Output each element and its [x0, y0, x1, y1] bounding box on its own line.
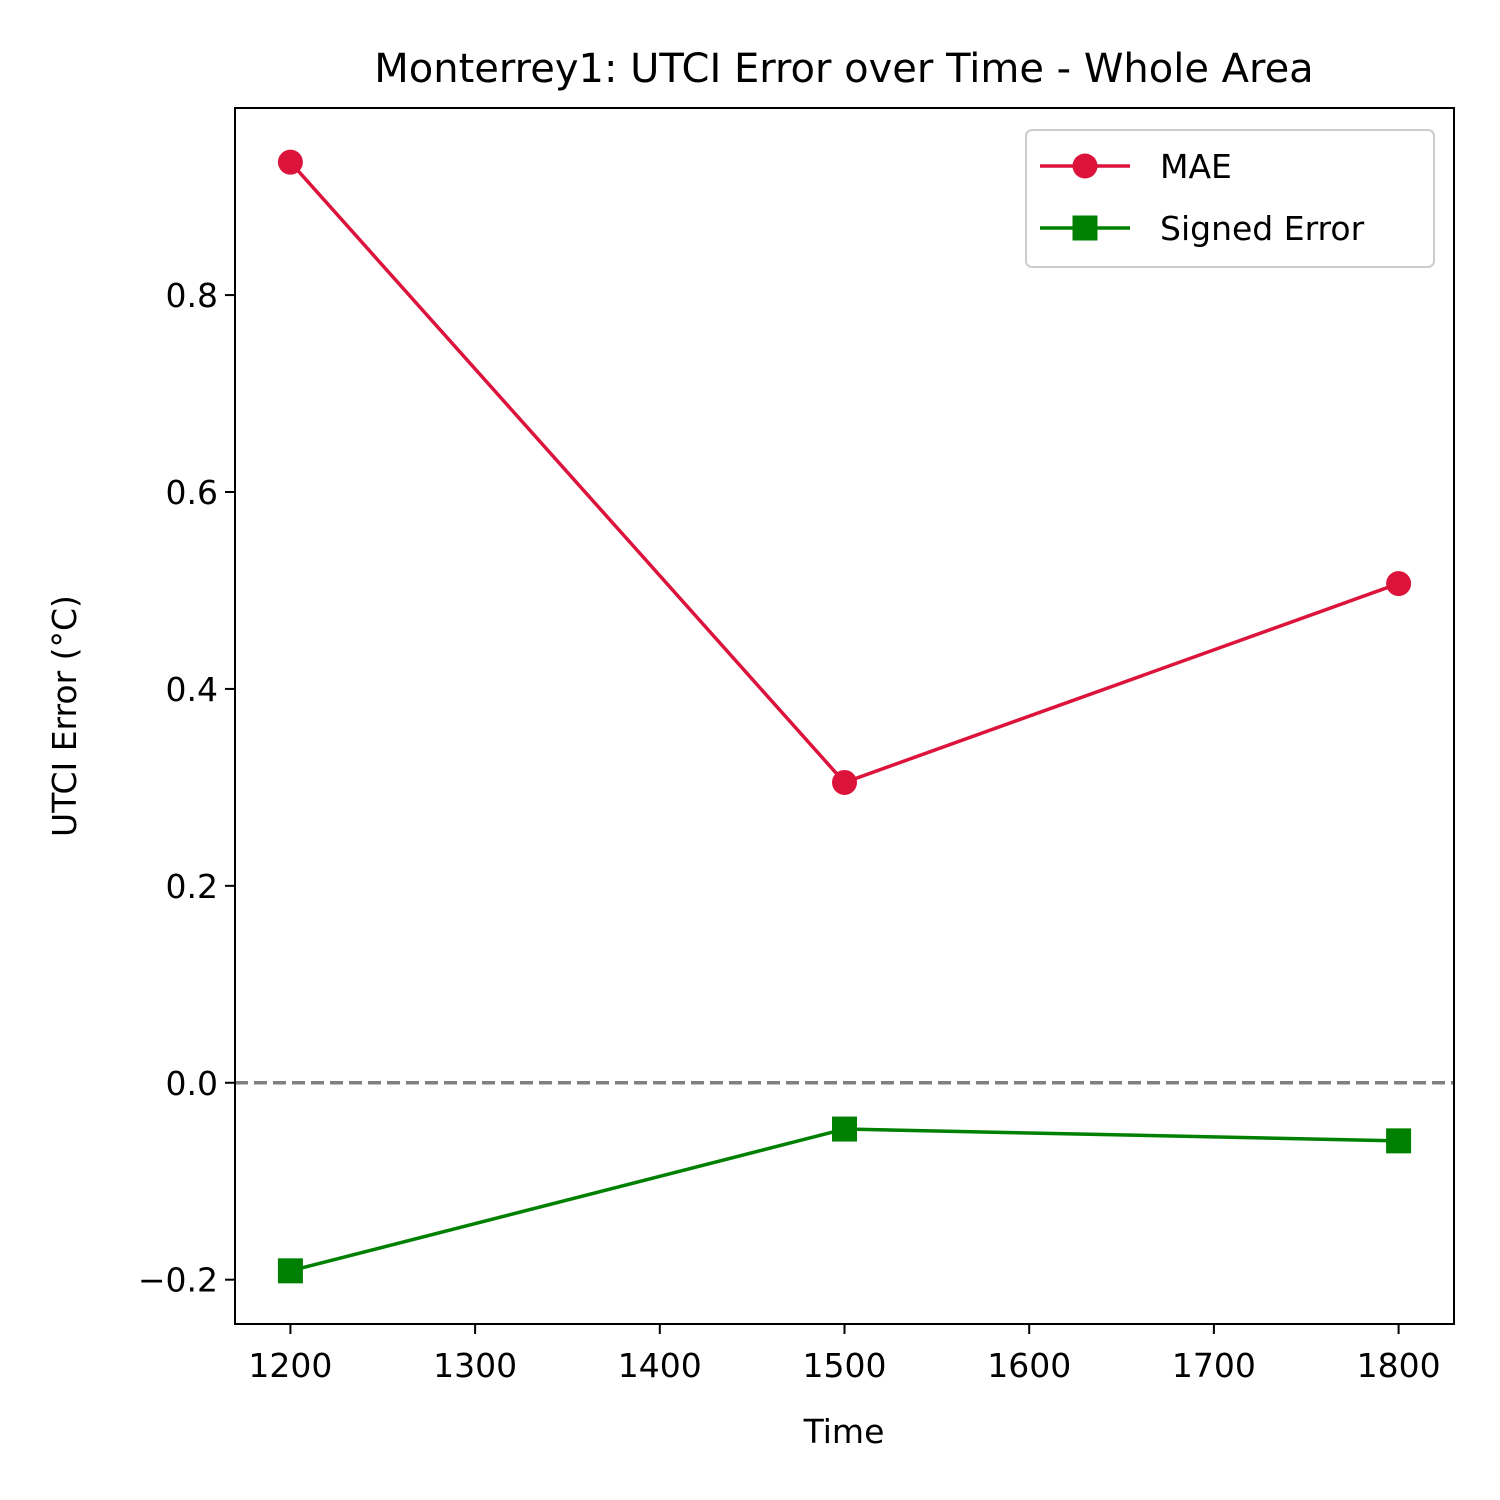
x-tick-label: 1700 [1172, 1346, 1256, 1385]
plot-area [235, 149, 1454, 1284]
x-tick-label: 1600 [987, 1346, 1071, 1385]
x-tick-label: 1300 [433, 1346, 517, 1385]
x-tick-label: 1200 [248, 1346, 332, 1385]
data-point-signed-error [277, 1258, 303, 1284]
y-tick-label: 0.4 [166, 670, 218, 709]
chart-title: Monterrey1: UTCI Error over Time - Whole… [374, 46, 1313, 92]
y-tick-label: 0.8 [166, 276, 218, 315]
y-axis-label: UTCI Error (°C) [45, 595, 84, 837]
data-point-mae [1386, 571, 1412, 597]
data-point-signed-error [1386, 1128, 1412, 1154]
y-tick-label: −0.2 [138, 1261, 218, 1300]
legend-label-mae: MAE [1160, 147, 1232, 186]
x-tick-label: 1800 [1357, 1346, 1441, 1385]
x-axis-label: Time [803, 1412, 885, 1451]
y-tick-label: 0.0 [166, 1064, 218, 1103]
legend-marker-signed-error [1072, 215, 1098, 241]
data-point-mae [832, 769, 857, 795]
legend-marker-mae [1072, 153, 1098, 179]
x-tick-label: 1400 [618, 1346, 702, 1385]
legend: MAE Signed Error [1025, 129, 1435, 268]
x-tick-label: 1500 [803, 1346, 887, 1385]
y-tick-label: 0.6 [166, 473, 218, 512]
data-point-signed-error [832, 1116, 857, 1142]
data-point-mae [277, 149, 303, 175]
axis-ticks: 1200 1300 1400 1500 1600 1700 1800 −0.2 0.0 0.2 0.… [138, 276, 1441, 1385]
y-tick-label: 0.2 [166, 867, 218, 906]
legend-label-signed-error: Signed Error [1160, 209, 1365, 248]
